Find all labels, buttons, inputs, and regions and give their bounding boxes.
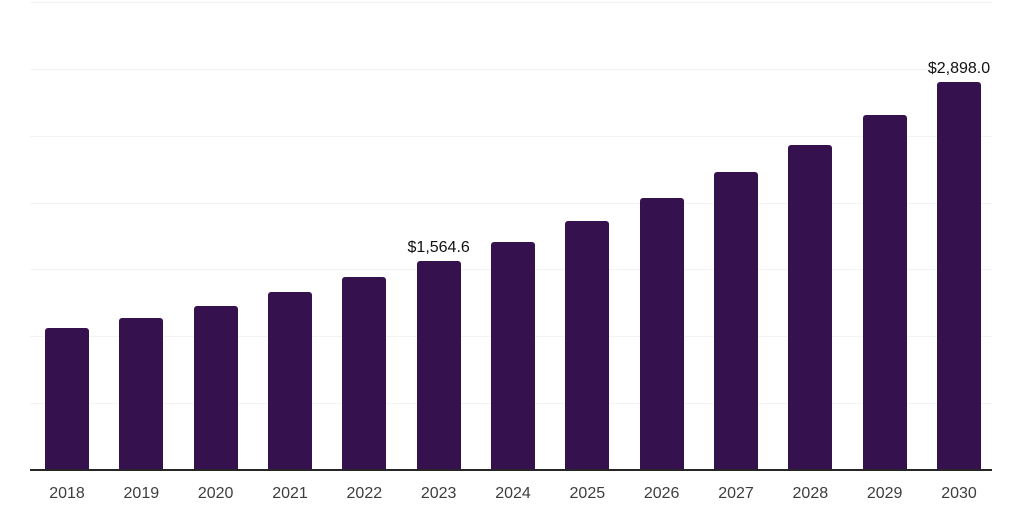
bar-2030[interactable] — [937, 82, 981, 470]
x-tick-label-2024: 2024 — [495, 485, 531, 502]
bar-2022[interactable] — [342, 276, 387, 470]
bar-2027[interactable] — [714, 172, 758, 470]
bar-2019[interactable] — [119, 318, 164, 470]
bar-2023[interactable] — [416, 260, 461, 470]
x-axis-line — [30, 469, 992, 471]
gridline — [30, 135, 992, 137]
bar-2018[interactable] — [45, 328, 89, 470]
bar-2028[interactable] — [788, 145, 833, 470]
x-tick-label-2019: 2019 — [123, 485, 160, 502]
x-tick-label-2030: 2030 — [941, 485, 977, 502]
bar-2025[interactable] — [565, 220, 610, 470]
bar-2024[interactable] — [491, 241, 535, 470]
x-tick-label-2028: 2028 — [792, 485, 829, 502]
x-tick-label-2023: 2023 — [420, 485, 457, 502]
x-tick-label-2022: 2022 — [346, 485, 383, 502]
bar-2021[interactable] — [268, 291, 312, 470]
x-tick-label-2020: 2020 — [197, 485, 234, 502]
x-tick-label-2026: 2026 — [643, 485, 680, 502]
data-label-2023: $1,564.6 — [407, 238, 470, 256]
bar-2026[interactable] — [639, 197, 684, 470]
gridline — [30, 202, 992, 204]
x-tick-label-2018: 2018 — [49, 485, 85, 502]
x-tick-label-2025: 2025 — [569, 485, 606, 502]
gridline — [30, 68, 992, 70]
bar-2020[interactable] — [193, 305, 238, 470]
x-tick-label-2029: 2029 — [866, 485, 903, 502]
data-label-2030: $2,898.0 — [927, 60, 991, 78]
x-tick-label-2021: 2021 — [272, 485, 308, 502]
x-tick-label-2027: 2027 — [718, 485, 754, 502]
bar-2029[interactable] — [862, 115, 907, 470]
gridline — [30, 2, 992, 3]
